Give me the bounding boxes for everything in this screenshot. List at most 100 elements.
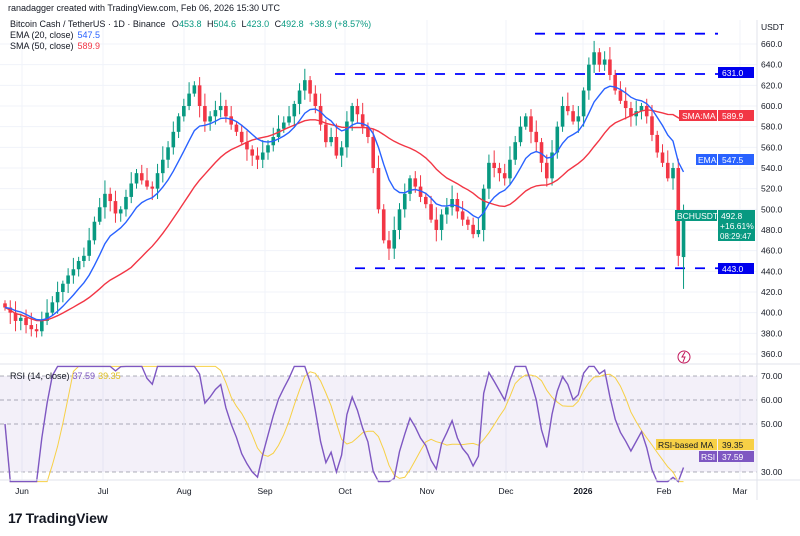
candle	[445, 197, 449, 224]
candle-body	[408, 178, 412, 194]
candle	[571, 104, 575, 125]
price-tick-label: 600.0	[761, 101, 783, 111]
candle-body	[197, 85, 202, 106]
candle-body	[24, 317, 28, 326]
rsi-ma-line	[4, 365, 684, 483]
candle-body	[481, 188, 486, 230]
candle-body	[97, 207, 102, 222]
candle	[197, 77, 202, 118]
candle	[266, 140, 270, 160]
rsi-axis[interactable]: 70.00 60.00 50.00 30.00	[761, 371, 783, 477]
currency-label[interactable]: USDT	[761, 22, 784, 32]
time-axis[interactable]: Jun Jul Aug Sep Oct Nov Dec 2026 Feb Mar	[15, 486, 747, 496]
candle-body	[239, 131, 244, 143]
svg-text:RSI-based MA: RSI-based MA	[658, 440, 714, 450]
candle	[166, 141, 170, 168]
candle	[34, 324, 39, 338]
candle-body	[129, 183, 134, 197]
candle-body	[145, 180, 149, 187]
price-axis[interactable]: 660.0 640.0 620.0 600.0 580.0 560.0 540.0 520.0…	[761, 39, 783, 359]
candle-body	[329, 136, 333, 143]
svg-text:547.5: 547.5	[722, 155, 744, 165]
candle-body	[308, 80, 312, 94]
candle-body	[29, 325, 34, 330]
candle	[518, 116, 523, 147]
candle	[250, 145, 255, 166]
candle	[587, 57, 591, 100]
lightning-event-icon[interactable]	[677, 350, 691, 364]
time-tick-label: Aug	[176, 486, 191, 496]
candle	[450, 185, 454, 216]
candle	[497, 162, 502, 182]
candle	[355, 98, 360, 123]
candle-body	[671, 167, 675, 179]
candle	[602, 51, 607, 71]
candle-body	[355, 105, 360, 115]
candle	[8, 300, 13, 325]
candle-body	[108, 193, 112, 202]
brand-name: TradingView	[25, 510, 108, 526]
candle-body	[460, 211, 465, 220]
candle-body	[592, 52, 596, 65]
candle-body	[555, 126, 560, 153]
candle-body	[644, 105, 649, 117]
time-tick-label: Feb	[657, 486, 672, 496]
candle	[576, 105, 581, 133]
rsi-tick-label: 60.00	[761, 395, 783, 405]
candle	[13, 301, 18, 332]
candle	[229, 105, 233, 130]
candle-body	[360, 114, 365, 127]
candle-body	[381, 209, 386, 241]
legend-ema[interactable]: EMA (20, close) 547.5	[10, 30, 100, 40]
candle-body	[92, 221, 97, 241]
legend-sma[interactable]: SMA (50, close) 589.9	[10, 41, 100, 51]
candle-body	[76, 260, 81, 270]
candle-body	[250, 149, 255, 156]
candle	[508, 146, 512, 185]
candle-body	[392, 229, 397, 249]
candle	[502, 163, 507, 186]
candle	[129, 172, 134, 204]
candle-body	[413, 178, 418, 187]
price-tick-label: 440.0	[761, 266, 783, 276]
candle-body	[245, 142, 249, 150]
candle	[239, 124, 244, 146]
candle-body	[213, 110, 218, 117]
candle	[234, 121, 239, 136]
candle	[308, 76, 312, 102]
candle	[139, 164, 144, 185]
legend-rsi[interactable]: RSI (14, close) 37.59 39.35	[10, 371, 121, 381]
candle	[92, 216, 97, 245]
candle	[161, 146, 165, 183]
candle	[345, 111, 349, 158]
candle-body	[345, 121, 349, 148]
tradingview-logo[interactable]: 17 TradingView	[8, 510, 108, 526]
level-badge-443: 443.0	[718, 263, 754, 274]
candle-body	[471, 224, 475, 235]
price-tick-label: 360.0	[761, 349, 783, 359]
candle-body	[650, 116, 654, 135]
ema-badge: EMA 547.5	[696, 154, 754, 165]
price-tick-label: 580.0	[761, 122, 783, 132]
candle-body	[55, 291, 60, 303]
candle	[118, 206, 123, 222]
candle	[192, 81, 197, 97]
candle-body	[134, 173, 139, 184]
candle	[644, 98, 649, 124]
candle	[113, 190, 118, 223]
candle-body	[13, 312, 18, 321]
candle	[371, 128, 375, 174]
candle-body	[208, 116, 212, 122]
candle-body	[229, 116, 233, 125]
rsi-tick-label: 70.00	[761, 371, 783, 381]
horizontal-levels[interactable]	[335, 32, 718, 270]
candle-body	[87, 240, 91, 256]
svg-text:631.0: 631.0	[722, 68, 744, 78]
candle	[534, 120, 539, 153]
candle	[566, 92, 570, 116]
legend-change: +38.9 (+8.57%)	[309, 19, 371, 29]
candle	[324, 119, 328, 148]
price-tick-label: 560.0	[761, 142, 783, 152]
candle	[581, 87, 586, 127]
